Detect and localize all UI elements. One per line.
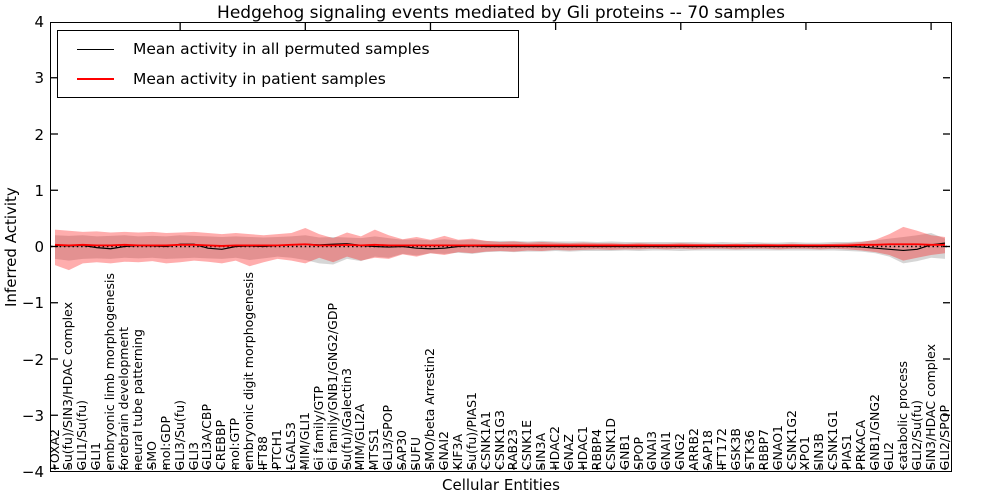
x-category-label: GNAI3 (644, 430, 660, 470)
x-category-label: SAP18 (700, 429, 716, 470)
x-category-label: SMO/beta Arrestin2 (421, 348, 437, 470)
permuted-mean-line (54, 242, 946, 252)
chart-canvas (51, 23, 950, 470)
x-category-label: GLI2/SPOP (936, 404, 952, 470)
y-tick-label: 4 (34, 13, 44, 31)
x-category-label: mol:GDP (157, 415, 173, 470)
x-category-label: Su(fu)/SIN3/HDAC complex (60, 301, 76, 470)
x-category-label: RBBP7 (755, 428, 771, 470)
x-category-label: SAP30 (394, 429, 410, 470)
x-category-label: SPOP (630, 437, 646, 470)
plot-area (50, 22, 952, 472)
x-category-label: MTSS1 (366, 427, 382, 470)
x-category-label: embryonic digit morphogenesis (241, 271, 257, 470)
x-category-label: CSNK1D (602, 418, 618, 470)
x-category-label: KIF3A (449, 434, 465, 470)
x-category-label: IFT172 (714, 427, 729, 470)
x-category-label: embryonic limb morphogenesis (102, 272, 118, 470)
legend-item: Mean activity in all permuted samples (58, 37, 518, 61)
x-category-label: Su(fu)/Galectin3 (338, 368, 354, 470)
x-category-label: GLI1/Su(fu) (74, 399, 90, 470)
x-axis-label: Cellular Entities (442, 476, 560, 494)
x-category-label: CSNK1G1 (825, 410, 841, 470)
y-tick-label: 0 (34, 238, 44, 256)
legend-line-sample (77, 48, 114, 50)
x-category-label: MIM/GLI2A (352, 403, 368, 470)
x-category-label: GNAI2 (435, 430, 451, 470)
legend-line-sample (77, 78, 114, 80)
y-tick-label: 3 (34, 69, 44, 88)
x-category-label: GNAZ (561, 433, 577, 470)
x-category-label: GLI1 (88, 441, 104, 470)
x-category-label: GLI3/SPOP (380, 404, 396, 470)
x-category-label: CSNK1A1 (477, 411, 493, 470)
x-category-label: ARRB2 (686, 427, 702, 470)
x-category-label: Gi family/GTP (310, 385, 326, 470)
x-category-label: mol:GTP (227, 418, 243, 470)
x-category-label: Gi family/GNB1/GNG2/GDP (324, 302, 340, 470)
x-category-label: FOXA2 (46, 428, 62, 470)
x-category-label: PRKACA (853, 420, 869, 470)
y-tick-label: 1 (34, 181, 44, 200)
y-tick-label: −1 (21, 294, 44, 313)
x-category-label: catabolic process (894, 361, 910, 470)
x-category-label: CSNK1G3 (491, 410, 507, 470)
x-category-label: GNAO1 (769, 424, 785, 470)
x-category-label: GLI2/Su(fu) (908, 399, 924, 470)
y-tick-label: −2 (21, 350, 44, 369)
x-category-label: SMO (143, 441, 159, 470)
x-category-label: STK36 (741, 430, 757, 470)
x-category-label: GSK3B (727, 427, 743, 470)
legend-box: Mean activity in all permuted samples Mea… (57, 30, 519, 98)
x-category-label: forebrain development (116, 326, 132, 470)
legend-label: Mean activity in all permuted samples (133, 40, 430, 58)
x-category-label: CREBBP (213, 420, 229, 470)
x-category-label: HDAC2 (547, 426, 563, 470)
x-category-label: CSNK1E (519, 419, 535, 470)
x-category-label: SIN3A (533, 432, 549, 470)
y-tick-label: −4 (21, 463, 44, 481)
x-category-label: GNAI1 (658, 430, 674, 470)
x-category-label: GLI3 (185, 441, 201, 470)
patient-mean-line (54, 243, 945, 247)
permuted-band (55, 233, 945, 265)
y-tick-label: 2 (34, 125, 44, 144)
x-category-label: GLI3/Su(fu) (171, 399, 187, 470)
x-category-label: XPO1 (797, 436, 813, 470)
x-category-label: SIN3/HDAC complex (922, 344, 938, 470)
x-category-label: SIN3B (811, 432, 827, 471)
legend-label: Mean activity in patient samples (133, 70, 386, 88)
x-category-label: PIAS1 (839, 434, 855, 470)
x-category-label: HDAC1 (574, 426, 590, 470)
legend-item: Mean activity in patient samples (58, 67, 518, 91)
x-category-label: neural tube patterning (129, 328, 145, 470)
x-category-label: RAB23 (505, 428, 521, 470)
x-category-label: SUFU (408, 436, 424, 470)
x-category-label: Su(fu)/PIAS1 (463, 392, 479, 470)
x-category-label: PTCH1 (269, 429, 284, 470)
patient-band (55, 226, 945, 271)
x-category-label: GNG2 (672, 433, 688, 470)
x-category-label: CSNK1G2 (783, 410, 799, 470)
x-category-label: IFT88 (255, 435, 271, 470)
chart-title: Hedgehog signaling events mediated by Gl… (217, 3, 785, 23)
x-category-label: LGALS3 (282, 421, 298, 470)
y-tick-label: −3 (21, 406, 44, 425)
x-category-label: GLI2 (880, 441, 896, 470)
x-category-label: GNB1/GNG2 (866, 393, 882, 470)
x-category-label: GLI3A/CBP (199, 404, 215, 470)
x-category-label: MIM/GLI1 (296, 412, 312, 470)
x-category-label: RBBP4 (588, 428, 604, 470)
x-category-label: GNB1 (616, 434, 632, 470)
